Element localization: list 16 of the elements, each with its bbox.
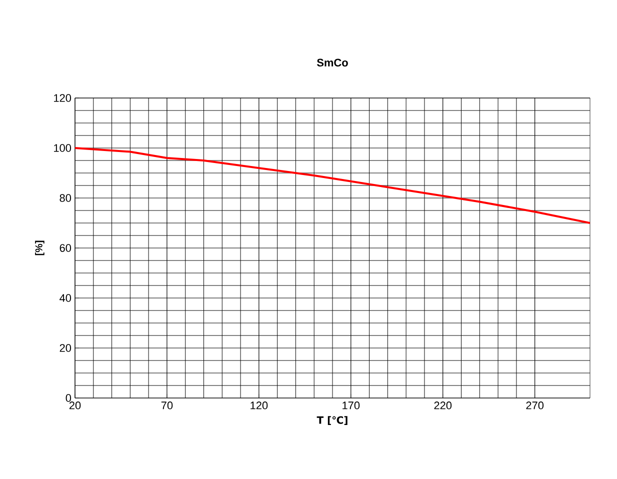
x-tick-label: 270 [526,402,544,410]
y-tick-label: 40 [60,294,72,302]
x-tick-label: 220 [434,402,452,410]
y-tick-label: 20 [60,344,72,352]
y-tick-label: 100 [54,144,72,152]
y-tick-label: 60 [60,244,72,252]
y-tick-label: 120 [54,94,72,102]
x-tick-label: 170 [342,402,360,410]
x-tick-label: 70 [161,402,173,410]
chart-title: SmCo [316,58,348,66]
y-axis-title: [%] [35,240,44,256]
x-axis-title: T [℃] [316,416,348,425]
y-tick-label: 0 [66,394,72,402]
y-tick-label: 80 [60,194,72,202]
x-tick-label: 120 [250,402,268,410]
x-tick-label: 20 [69,402,81,410]
